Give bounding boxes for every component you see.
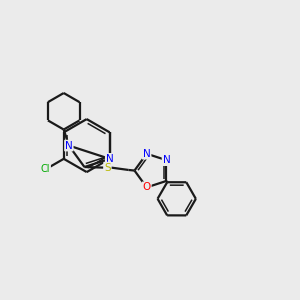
Text: N: N xyxy=(106,154,113,164)
Text: Cl: Cl xyxy=(40,164,50,174)
Text: N: N xyxy=(163,155,170,165)
Text: S: S xyxy=(104,163,111,172)
Text: N: N xyxy=(65,141,73,151)
Text: N: N xyxy=(143,149,151,159)
Text: O: O xyxy=(142,182,151,192)
